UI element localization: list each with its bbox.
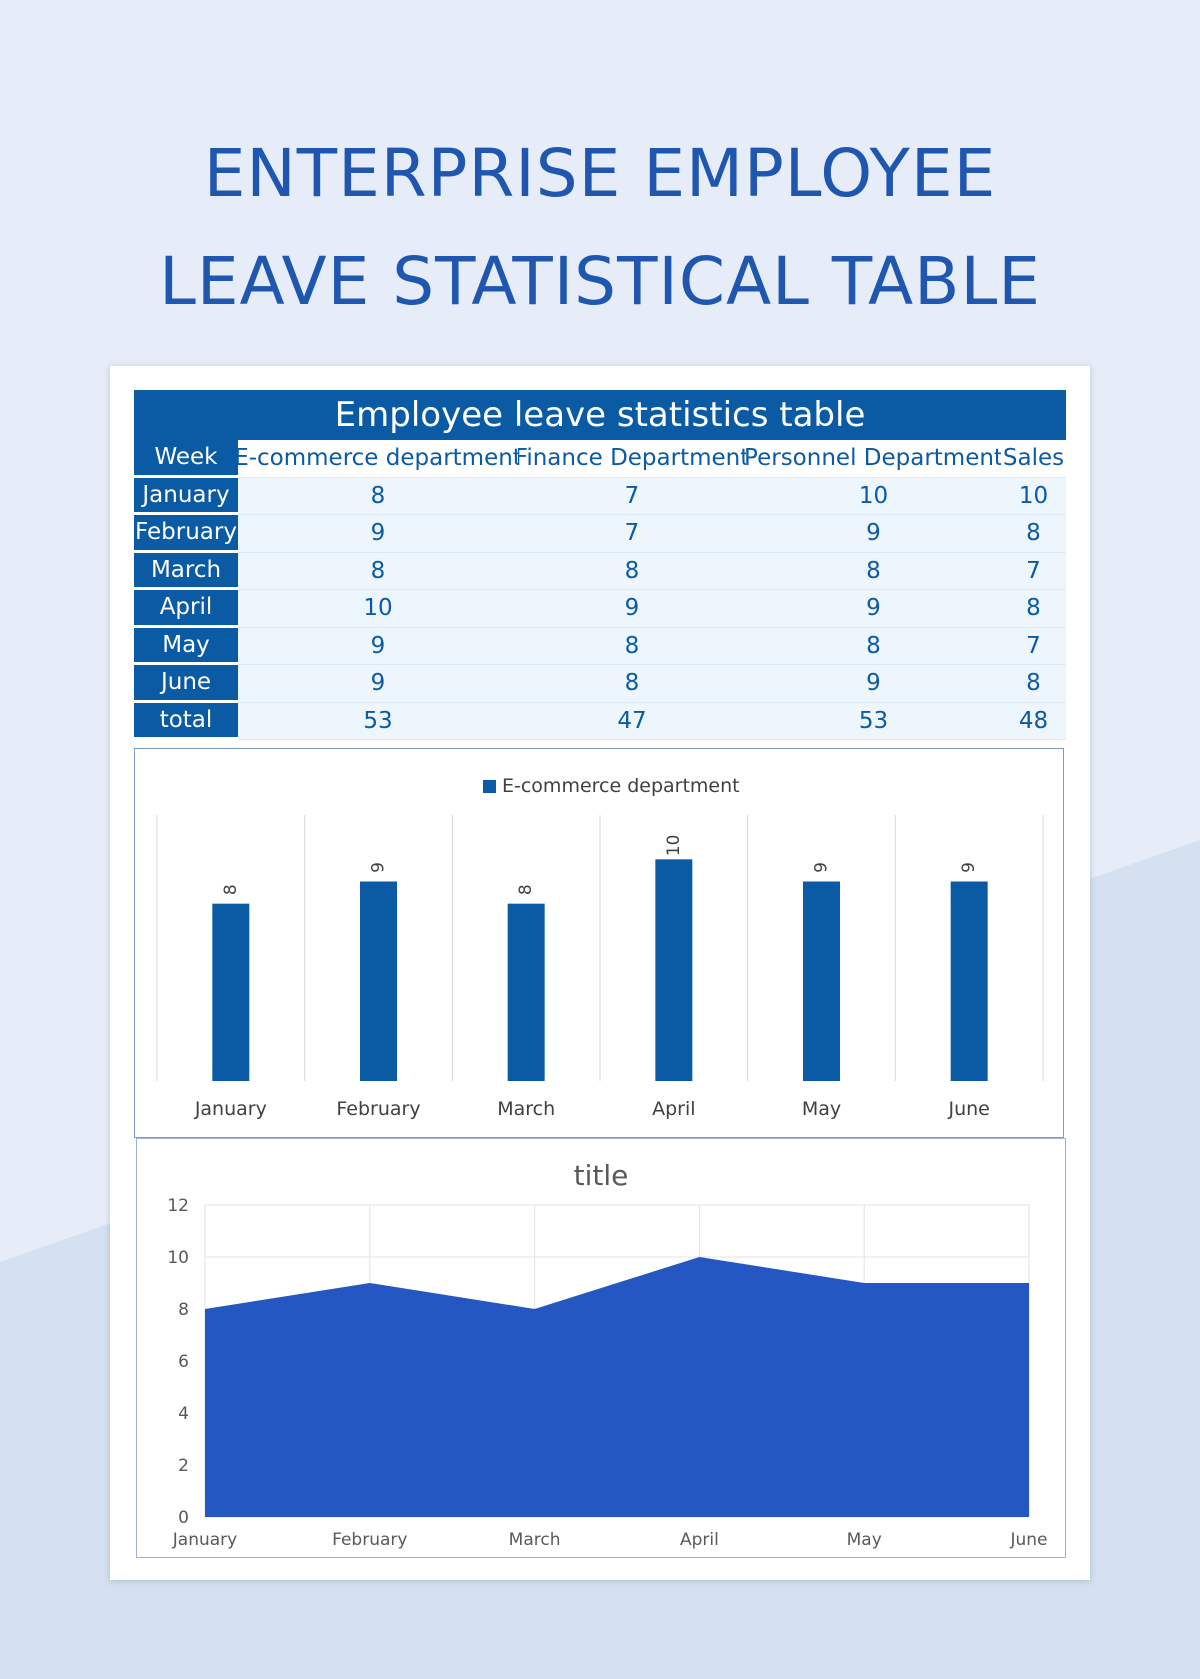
table-cell: 8 bbox=[1001, 515, 1066, 553]
header-finance: Finance Department bbox=[518, 440, 746, 478]
category-label: May bbox=[802, 1098, 841, 1120]
category-label: February bbox=[336, 1098, 420, 1120]
bar bbox=[655, 859, 693, 1081]
header-week: Week bbox=[134, 440, 238, 478]
data-label: 10 bbox=[664, 835, 684, 857]
y-tick-label: 8 bbox=[178, 1300, 189, 1320]
table-cell: 10 bbox=[1001, 477, 1066, 515]
table-row: April 10 9 9 8 bbox=[134, 590, 1066, 628]
data-label: 9 bbox=[812, 862, 832, 873]
table-cell: 8 bbox=[746, 552, 1001, 590]
x-tick-label: June bbox=[1009, 1530, 1047, 1550]
area-chart-panel: title 0 2 4 6 8 10 12 January February March April M… bbox=[136, 1138, 1066, 1558]
leave-table: Employee leave statistics table Week E-c… bbox=[134, 390, 1066, 740]
table-cell: 8 bbox=[518, 627, 746, 665]
table-row: total 53 47 53 48 bbox=[134, 702, 1066, 740]
table-cell: 7 bbox=[1001, 552, 1066, 590]
table-row: June 9 8 9 8 bbox=[134, 665, 1066, 703]
x-tick-label: May bbox=[847, 1530, 882, 1550]
table-row: February 9 7 9 8 bbox=[134, 515, 1066, 553]
row-label: April bbox=[134, 590, 238, 628]
row-label: March bbox=[134, 552, 238, 590]
table-row: January 8 7 10 10 bbox=[134, 477, 1066, 515]
table-row: May 9 8 8 7 bbox=[134, 627, 1066, 665]
data-label: 8 bbox=[221, 884, 241, 895]
area-chart: title 0 2 4 6 8 10 12 January February March April M… bbox=[167, 1159, 1047, 1550]
bar bbox=[950, 881, 988, 1081]
table-cell: 8 bbox=[746, 627, 1001, 665]
row-label: May bbox=[134, 627, 238, 665]
bar-chart: E-commerce department 8 January 9 February 8 M… bbox=[156, 775, 1044, 1120]
page-title-line2: LEAVE STATISTICAL TABLE bbox=[159, 243, 1041, 320]
y-tick-label: 0 bbox=[178, 1508, 189, 1528]
table-body: January 8 7 10 10 February 9 7 9 8 March 8 8 8 7 April 1… bbox=[134, 477, 1066, 740]
table-cell: 8 bbox=[518, 665, 746, 703]
category-label: January bbox=[194, 1098, 267, 1120]
row-label: January bbox=[134, 477, 238, 515]
y-tick-label: 12 bbox=[167, 1196, 189, 1216]
table-header-row: Week E-commerce department Finance Depar… bbox=[134, 440, 1066, 478]
bar bbox=[212, 903, 250, 1081]
table-title: Employee leave statistics table bbox=[134, 390, 1066, 440]
table-row: March 8 8 8 7 bbox=[134, 552, 1066, 590]
table-cell: 9 bbox=[746, 590, 1001, 628]
table-cell: 7 bbox=[518, 515, 746, 553]
table-cell: 7 bbox=[518, 477, 746, 515]
y-tick-label: 6 bbox=[178, 1352, 189, 1372]
sheet-card: Employee leave statistics table Week E-c… bbox=[110, 366, 1090, 1580]
bar bbox=[803, 881, 840, 1081]
y-tick-label: 10 bbox=[167, 1248, 189, 1268]
table-cell: 9 bbox=[746, 665, 1001, 703]
table-cell: 9 bbox=[518, 590, 746, 628]
table-cell: 9 bbox=[238, 627, 518, 665]
x-tick-label: March bbox=[509, 1530, 561, 1550]
data-label: 9 bbox=[369, 862, 389, 873]
table-cell: 8 bbox=[238, 477, 518, 515]
legend-label: E-commerce department bbox=[502, 775, 740, 797]
page-title: ENTERPRISE EMPLOYEE LEAVE STATISTICAL TA… bbox=[0, 120, 1200, 336]
table-cell: 8 bbox=[238, 552, 518, 590]
table-cell: 8 bbox=[518, 552, 746, 590]
table-cell: 9 bbox=[746, 515, 1001, 553]
area-fill bbox=[205, 1257, 1029, 1517]
x-tick-label: April bbox=[680, 1530, 719, 1550]
legend-swatch bbox=[483, 780, 496, 793]
header-ecommerce: E-commerce department bbox=[238, 440, 518, 478]
page-title-line1: ENTERPRISE EMPLOYEE bbox=[203, 135, 997, 212]
table-cell: 8 bbox=[1001, 590, 1066, 628]
table-cell: 7 bbox=[1001, 627, 1066, 665]
row-label: February bbox=[134, 515, 238, 553]
table-cell: 9 bbox=[238, 665, 518, 703]
bar bbox=[507, 903, 545, 1081]
table-cell: 8 bbox=[1001, 665, 1066, 703]
table-cell: 9 bbox=[238, 515, 518, 553]
category-label: April bbox=[652, 1098, 695, 1120]
row-label: total bbox=[134, 702, 238, 740]
bar-chart-panel: E-commerce department 8 January 9 February 8 M… bbox=[134, 748, 1064, 1138]
table-cell: 10 bbox=[746, 477, 1001, 515]
row-label: June bbox=[134, 665, 238, 703]
header-personnel: Personnel Department bbox=[746, 440, 1001, 478]
category-label: March bbox=[497, 1098, 555, 1120]
chart-title: title bbox=[574, 1159, 629, 1192]
data-label: 8 bbox=[516, 884, 536, 895]
bar bbox=[360, 881, 397, 1081]
table-cell: 48 bbox=[1001, 702, 1066, 740]
table-cell: 53 bbox=[238, 702, 518, 740]
category-label: June bbox=[947, 1098, 989, 1120]
data-label: 9 bbox=[959, 862, 979, 873]
table-cell: 47 bbox=[518, 702, 746, 740]
table-cell: 53 bbox=[746, 702, 1001, 740]
table-cell: 10 bbox=[238, 590, 518, 628]
x-tick-label: February bbox=[332, 1530, 407, 1550]
x-tick-label: January bbox=[172, 1530, 237, 1550]
y-tick-label: 4 bbox=[178, 1404, 189, 1424]
y-tick-label: 2 bbox=[178, 1456, 189, 1476]
header-sales: Sales bbox=[1001, 440, 1066, 478]
